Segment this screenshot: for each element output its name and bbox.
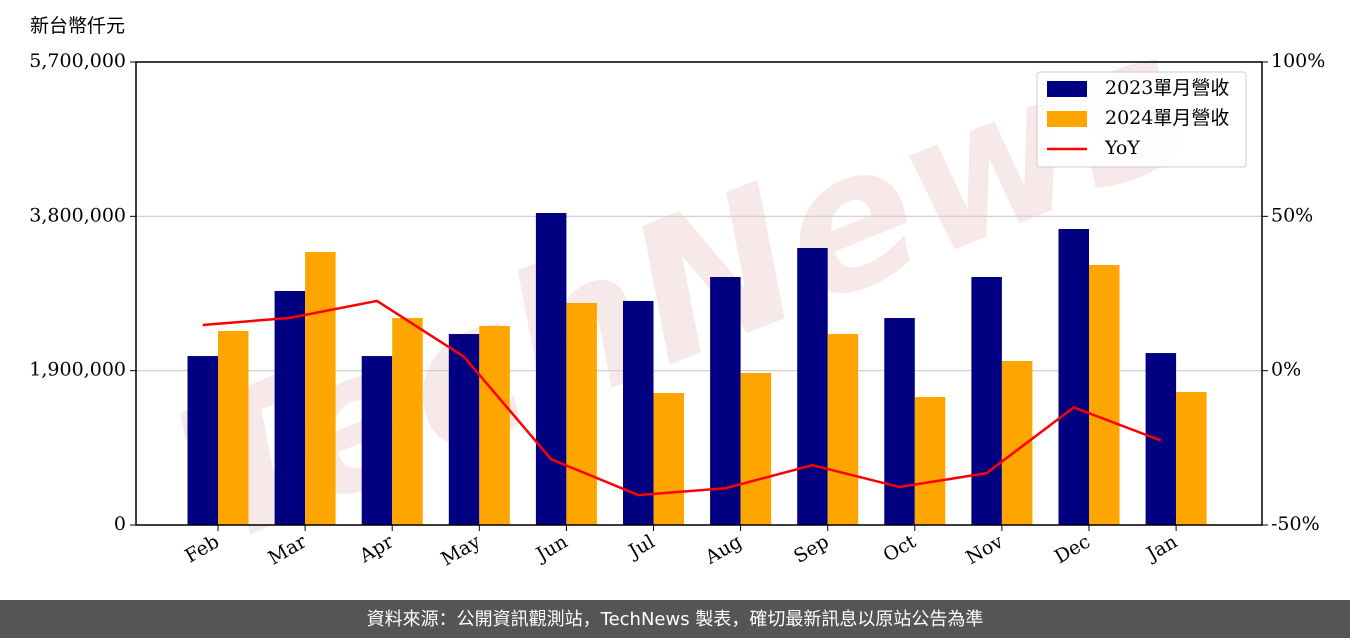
bar	[535, 213, 567, 525]
yoy-line	[202, 299, 1162, 497]
bar	[305, 251, 336, 525]
legend-box	[1036, 71, 1247, 168]
footer-bar	[0, 600, 1350, 638]
footer-text: 資料來源：公開資訊觀測站，TechNews 製表，確切最新訊息以原站公告為準	[367, 609, 984, 630]
y-axis-title: 新台幣仟元	[30, 15, 125, 37]
x-tick-label: Aug	[701, 531, 746, 570]
x-tick-label: Jul	[623, 531, 658, 564]
y-tick-label: 0	[114, 513, 126, 535]
bar	[479, 325, 510, 525]
bar	[1145, 353, 1177, 525]
x-tick-label: Jan	[1141, 531, 1181, 567]
bar	[218, 331, 249, 525]
x-tick-label: Jun	[531, 531, 572, 567]
bar	[274, 290, 306, 525]
legend-swatch	[1047, 81, 1087, 97]
y2-tick-label: 0%	[1271, 359, 1301, 381]
bar	[740, 373, 772, 525]
legend-label: 2024單月營收	[1105, 107, 1229, 129]
x-tick-label: Nov	[962, 530, 1007, 569]
bar	[187, 356, 218, 525]
bar	[710, 277, 741, 525]
bar	[392, 318, 423, 525]
bar	[797, 248, 828, 526]
x-tick-label: Dec	[1051, 531, 1094, 569]
bar	[1089, 264, 1120, 525]
x-tick-label: Sep	[790, 531, 833, 568]
bar	[448, 334, 480, 525]
bar	[914, 396, 946, 525]
bar	[1058, 229, 1089, 525]
plot-frame	[135, 61, 1263, 526]
bar	[884, 318, 915, 525]
bar	[971, 277, 1002, 525]
legend-label: 2023單月營收	[1105, 77, 1229, 99]
y-tick-label: 1,900,000	[29, 359, 126, 381]
bar	[1176, 392, 1207, 525]
bar	[361, 356, 393, 525]
y2-tick-label: -50%	[1271, 513, 1320, 535]
bar	[653, 393, 684, 525]
bar	[623, 300, 654, 525]
x-tick-label: May	[437, 530, 484, 570]
bar	[566, 303, 597, 525]
legend-label: YoY	[1104, 137, 1140, 159]
y-tick-label: 5,700,000	[29, 50, 126, 72]
y2-tick-label: 100%	[1271, 50, 1325, 72]
bar	[827, 334, 859, 525]
legend-swatch	[1047, 111, 1087, 127]
y2-tick-label: 50%	[1271, 204, 1313, 226]
x-tick-label: Oct	[879, 530, 920, 566]
y-tick-label: 3,800,000	[29, 204, 126, 226]
